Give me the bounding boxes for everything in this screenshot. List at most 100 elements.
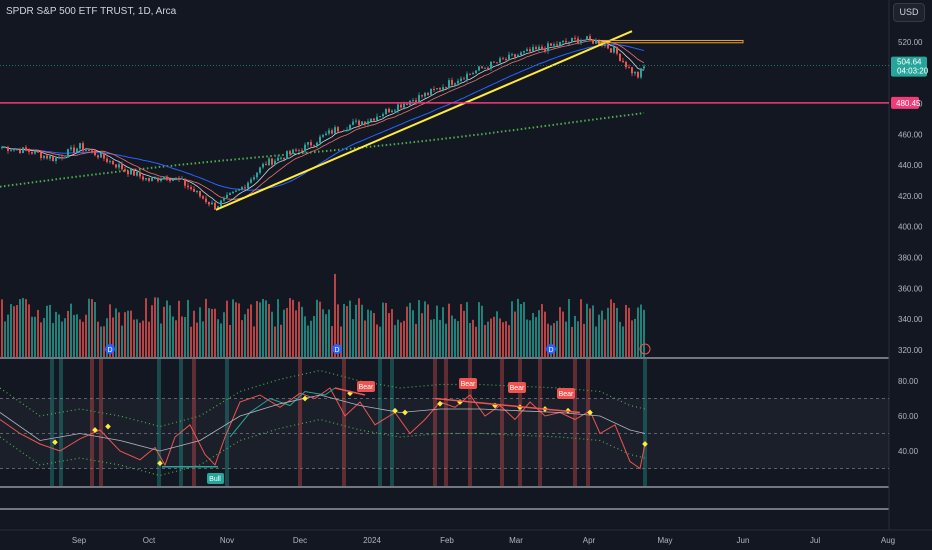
candle-body (388, 108, 390, 113)
candle-body (25, 147, 27, 150)
candle-body (475, 70, 477, 74)
osc-tick-label: 60.00 (898, 412, 919, 421)
signal-diamond (92, 427, 98, 433)
volume-bar (640, 304, 642, 357)
volume-bar (250, 304, 252, 357)
candle-body (100, 152, 102, 158)
candle-body (484, 67, 486, 69)
volume-bar (622, 326, 624, 357)
candle-body (88, 150, 90, 152)
volume-bar (253, 326, 255, 357)
candle-body (250, 179, 252, 183)
signal-diamond (642, 441, 648, 447)
volume-bar (574, 315, 576, 357)
osc-signal-bar (157, 359, 161, 486)
volume-bar (364, 320, 366, 357)
volume-bar (151, 305, 153, 357)
candle-body (187, 185, 189, 188)
candle-body (469, 73, 471, 75)
osc-signal-bar (99, 359, 103, 486)
trendline (215, 30, 633, 211)
resistance-zone (597, 39, 744, 44)
time-tick-label: Jul (810, 536, 820, 545)
candle-body (379, 116, 381, 118)
candle-body (235, 190, 237, 192)
candle-body (145, 178, 147, 180)
volume-bar (136, 319, 138, 357)
volume-bar (418, 300, 420, 357)
candle-body (34, 150, 36, 154)
candle-body (58, 157, 60, 159)
bear-label-box (508, 382, 526, 393)
candle-body (178, 177, 180, 180)
candle-body (355, 120, 357, 122)
candle-body (196, 191, 198, 193)
volume-bar (289, 298, 291, 357)
candle-body (232, 191, 234, 194)
volume-bar (7, 314, 9, 357)
candle-body (124, 169, 126, 171)
volume-bar (61, 321, 63, 357)
volume-bar (265, 300, 267, 357)
candle-body (505, 59, 507, 61)
volume-bar (301, 306, 303, 357)
candle-body (616, 47, 618, 54)
candle-body (46, 155, 48, 159)
volume-bar (595, 326, 597, 357)
symbol-title: SPDR S&P 500 ETF TRUST, 1D, Arca (6, 6, 177, 17)
volume-bar (589, 308, 591, 357)
candle-body (40, 152, 42, 158)
volume-bar (406, 306, 408, 357)
candle-body (526, 49, 528, 52)
candle-body (640, 68, 642, 78)
volume-bar (382, 302, 384, 357)
volume-bar (70, 303, 72, 357)
volume-bar (268, 303, 270, 357)
volume-bar (130, 310, 132, 357)
volume-bar (28, 304, 30, 357)
candle-body (343, 130, 345, 132)
candle-body (376, 116, 378, 121)
osc-signal-bar (538, 359, 542, 486)
volume-bar (400, 322, 402, 357)
candle-body (472, 73, 474, 75)
volume-bar (22, 297, 24, 357)
candle-body (361, 121, 363, 126)
candle-body (289, 151, 291, 155)
candle-body (430, 88, 432, 95)
volume-bar (58, 314, 60, 357)
rsi-signal-line (0, 394, 646, 452)
candle-body (181, 178, 183, 180)
candle-body (73, 147, 75, 153)
candle-body (211, 202, 213, 205)
last-price-badge (891, 56, 927, 77)
volume-bar (157, 297, 159, 357)
candle-body (190, 187, 192, 190)
volume-bar (10, 304, 12, 357)
countdown-label: 04:03:20 (897, 67, 929, 76)
volume-bar (643, 309, 645, 357)
candle-body (415, 100, 417, 103)
volume-bar (544, 311, 546, 357)
volume-bar (484, 324, 486, 357)
volume-bar (172, 316, 174, 357)
volume-bar (88, 298, 90, 357)
volume-bar (523, 302, 525, 357)
currency-button[interactable]: USD (893, 3, 925, 22)
volume-bar (292, 299, 294, 357)
volume-bar (628, 307, 630, 357)
volume-bar (403, 320, 405, 357)
candle-body (37, 150, 39, 153)
volume-bar (538, 310, 540, 357)
candle-body (85, 150, 87, 152)
time-tick-label: Sep (72, 536, 87, 545)
ema-9-line (1, 38, 645, 204)
osc-signal-bar (586, 359, 590, 486)
bull-label: Bull (209, 476, 221, 483)
candle-body (148, 178, 150, 181)
osc-tick-label: 80.00 (898, 377, 919, 386)
volume-bar (430, 319, 432, 357)
candle-body (571, 37, 573, 43)
candle-body (439, 88, 441, 90)
